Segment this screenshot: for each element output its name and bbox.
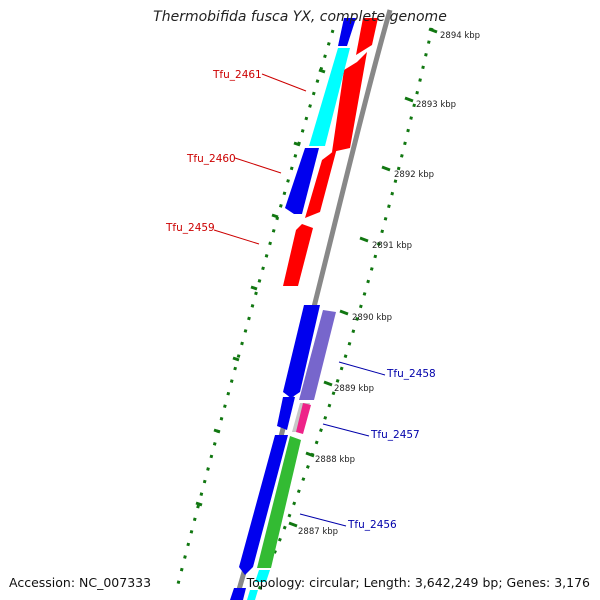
- gene-label[interactable]: Tfu_2456: [347, 519, 397, 531]
- gene-block[interactable]: [255, 570, 270, 582]
- forward-genes: [283, 18, 378, 286]
- label-leaders: [213, 73, 386, 527]
- reverse-gene-labels: Tfu_2458 Tfu_2457 Tfu_2456: [347, 368, 436, 531]
- outer-dotted-track: [256, 27, 434, 593]
- gene-block[interactable]: [356, 18, 378, 55]
- ruler-label: 2889 kbp: [334, 384, 374, 394]
- gene-block[interactable]: [277, 397, 295, 430]
- gene-block[interactable]: [296, 403, 311, 434]
- gene-label[interactable]: Tfu_2461: [212, 69, 262, 81]
- gene-label[interactable]: Tfu_2459: [165, 222, 215, 234]
- gene-label[interactable]: Tfu_2457: [370, 429, 420, 441]
- gene-block[interactable]: [309, 48, 350, 146]
- gene-block[interactable]: [283, 224, 313, 286]
- ruler-label: 2894 kbp: [440, 31, 480, 41]
- ruler-ticks: [288, 27, 438, 528]
- gene-block[interactable]: [299, 310, 336, 400]
- gene-block[interactable]: [285, 148, 319, 214]
- gene-block[interactable]: [338, 18, 356, 46]
- gene-block[interactable]: [230, 588, 246, 600]
- genome-info-text: Topology: circular; Length: 3,642,249 bp…: [246, 575, 590, 590]
- ruler-label: 2893 kbp: [416, 100, 456, 110]
- gene-label[interactable]: Tfu_2458: [386, 368, 436, 380]
- gene-block[interactable]: [283, 305, 320, 398]
- gene-label[interactable]: Tfu_2460: [186, 153, 236, 165]
- ruler-label: 2888 kbp: [315, 455, 355, 465]
- reverse-genes: [230, 305, 336, 600]
- gene-block[interactable]: [305, 148, 337, 218]
- gene-block[interactable]: [239, 435, 288, 575]
- ruler-label: 2887 kbp: [298, 527, 338, 537]
- gene-block[interactable]: [247, 590, 258, 600]
- inner-ticks: [195, 68, 326, 507]
- forward-gene-labels: Tfu_2461 Tfu_2460 Tfu_2459: [165, 69, 262, 234]
- ruler-label: 2890 kbp: [352, 313, 392, 323]
- gene-block[interactable]: [257, 436, 301, 568]
- accession-text: Accession: NC_007333: [9, 575, 152, 590]
- ruler-label: 2892 kbp: [394, 170, 434, 180]
- ruler-labels: 2894 kbp 2893 kbp 2892 kbp 2891 kbp 2890…: [298, 31, 480, 537]
- map-title: Thermobifida fusca YX, complete genome: [153, 9, 447, 25]
- inner-dotted-track: [174, 29, 335, 593]
- gene-block[interactable]: [332, 52, 367, 152]
- ruler-label: 2891 kbp: [372, 241, 412, 251]
